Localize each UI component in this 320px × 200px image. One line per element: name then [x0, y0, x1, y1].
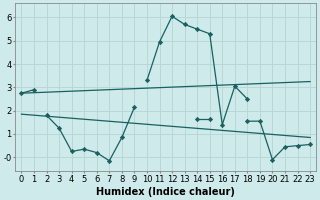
X-axis label: Humidex (Indice chaleur): Humidex (Indice chaleur) [96, 187, 235, 197]
